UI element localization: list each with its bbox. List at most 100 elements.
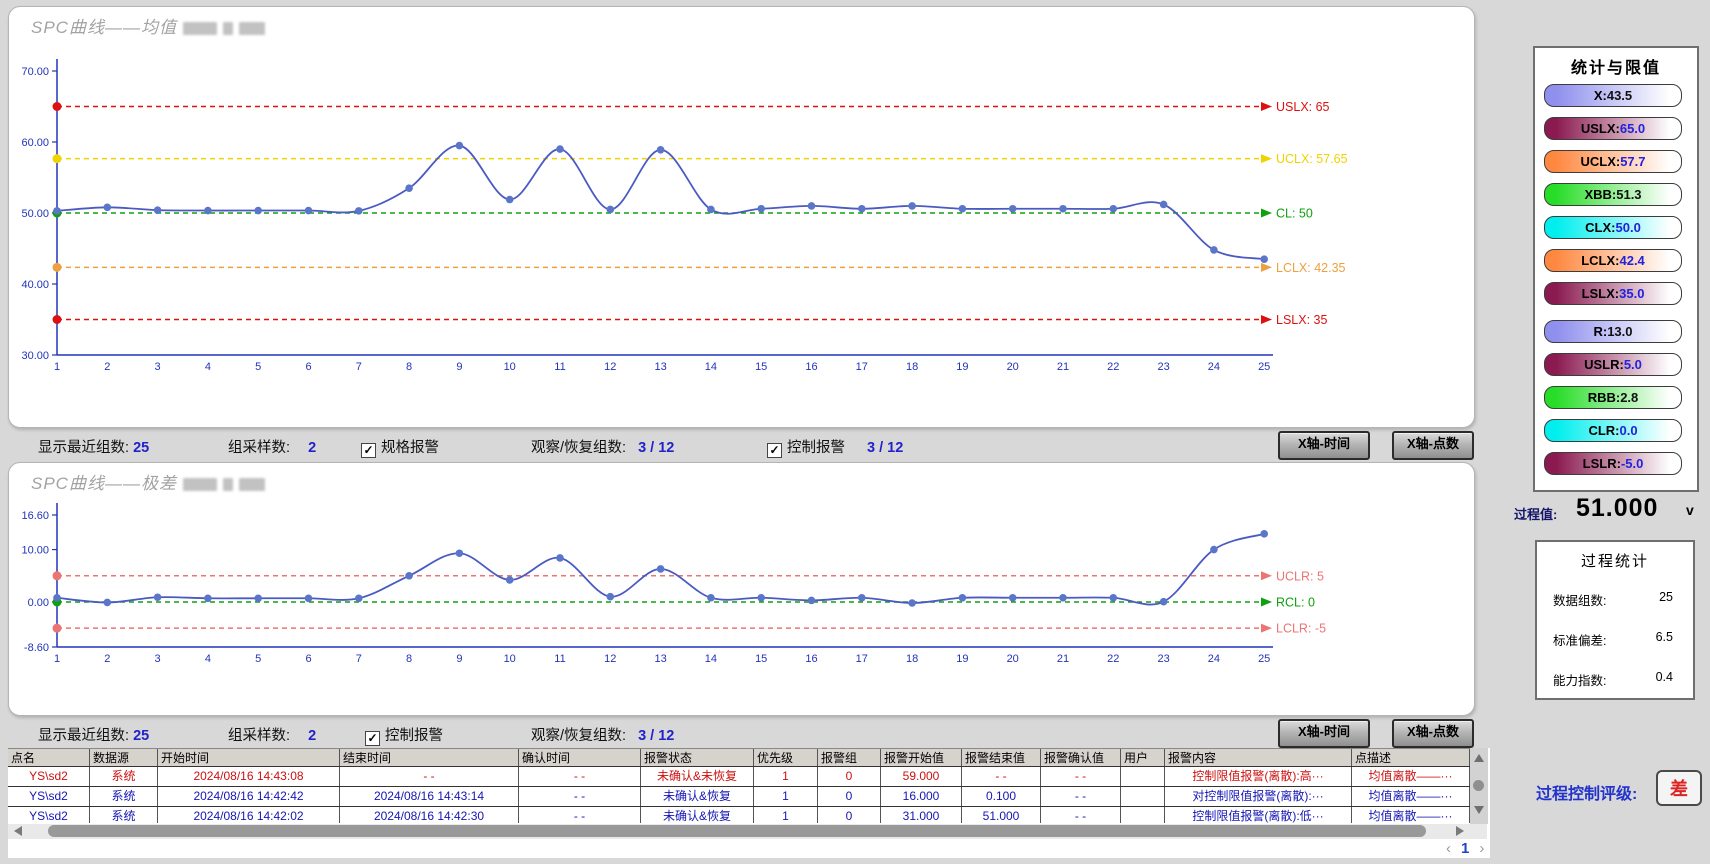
xbar-chart-title-text: SPC曲线——均值 [31, 18, 177, 37]
table-cell: 0 [818, 767, 881, 786]
vertical-scroll-thumb[interactable] [1473, 780, 1484, 791]
xbar-chart-panel: SPC曲线——均值 70.00 60.00 50.00 40.00 30.00 1 2 3 4 5… [8, 6, 1475, 428]
page-next-icon[interactable]: › [1479, 840, 1485, 857]
alarm-table-row[interactable]: YS\sd2 系统 2024/08/16 14:42:02 2024/08/16 14… [8, 807, 1470, 823]
alarm-table-horizontal-scrollbar[interactable] [8, 824, 1487, 839]
table-cell: 31.000 [881, 807, 962, 823]
table-cell: 未确认&未恢复 [641, 767, 754, 786]
control-alarm-value: 3 / 12 [867, 440, 904, 456]
table-cell: 59.000 [881, 767, 962, 786]
redacted-text [222, 478, 233, 492]
svg-text:21: 21 [1057, 653, 1069, 665]
table-cell: - - [519, 787, 641, 806]
svg-text:12: 12 [604, 361, 616, 373]
table-cell: 控制限值报警(离散):高··· [1165, 767, 1352, 786]
alarm-table-row[interactable]: YS\sd2 系统 2024/08/16 14:43:08- -- - 未确认&未恢复… [8, 767, 1470, 787]
stat-bar-value: 51.3 [1616, 187, 1642, 202]
svg-text:70.00: 70.00 [21, 66, 49, 78]
svg-text:8: 8 [406, 361, 412, 373]
control-alarm-checkbox[interactable]: ✓ [365, 731, 380, 746]
current-page-number[interactable]: 1 [1461, 840, 1470, 857]
capability-index-row: 能力指数: 0.4 [1537, 670, 1693, 688]
stat-bar-value: -5.0 [1620, 456, 1644, 471]
stat-bar-clr: CLR:0.0 [1544, 419, 1682, 442]
xaxis-time-button[interactable]: X轴-时间 [1278, 431, 1370, 460]
table-cell: 2024/08/16 14:42:42 [158, 787, 340, 806]
table-cell [1121, 767, 1165, 786]
svg-text:UCLX: 57.65: UCLX: 57.65 [1276, 152, 1348, 166]
table-cell: 16.000 [881, 787, 962, 806]
stat-bar-label: RBB: [1587, 390, 1621, 405]
svg-text:14: 14 [705, 361, 717, 373]
control-alarm-checkbox[interactable]: ✓ [767, 443, 782, 458]
control-alarm-toggle[interactable]: ✓ 控制报警 3 / 12 [767, 436, 903, 458]
table-header-cell: 优先级 [754, 749, 818, 766]
sample-count-label: 组采样数: [228, 728, 291, 744]
svg-text:RCL: 0: RCL: 0 [1276, 595, 1315, 609]
xaxis-points-button[interactable]: X轴-点数 [1392, 719, 1474, 748]
scroll-left-icon[interactable] [14, 826, 22, 836]
recent-groups-value: 25 [133, 728, 150, 744]
stat-bar-label: LSLX: [1581, 286, 1620, 301]
svg-text:14: 14 [705, 653, 717, 665]
table-cell: 均值离散——··· [1352, 787, 1470, 806]
process-value-row: 过程值: 51.000 v [1512, 494, 1710, 528]
svg-text:19: 19 [956, 653, 968, 665]
scroll-right-icon[interactable] [1456, 826, 1464, 836]
svg-text:12: 12 [604, 653, 616, 665]
page-prev-icon[interactable]: ‹ [1446, 840, 1451, 857]
stat-bar-value: 35.0 [1619, 286, 1645, 301]
observe-recover-label: 观察/恢复组数: [531, 728, 627, 744]
xaxis-points-button[interactable]: X轴-点数 [1392, 431, 1474, 460]
svg-text:23: 23 [1157, 653, 1169, 665]
svg-text:3: 3 [155, 653, 161, 665]
svg-text:60.00: 60.00 [21, 137, 49, 149]
table-header-cell: 结束时间 [340, 749, 519, 766]
svg-text:3: 3 [155, 361, 161, 373]
scroll-up-icon[interactable] [1474, 754, 1484, 762]
spec-alarm-toggle[interactable]: ✓ 规格报警 [361, 436, 439, 458]
svg-text:6: 6 [305, 361, 311, 373]
table-cell: 0 [818, 807, 881, 823]
recent-groups-value: 25 [133, 440, 150, 456]
control-alarm-toggle[interactable]: ✓ 控制报警 [365, 724, 443, 746]
table-header-cell: 数据源 [90, 749, 158, 766]
table-cell: 未确认&恢复 [641, 807, 754, 823]
table-header-cell: 开始时间 [158, 749, 340, 766]
svg-text:5: 5 [255, 653, 261, 665]
redacted-text [182, 22, 217, 36]
table-header-cell: 用户 [1121, 749, 1165, 766]
svg-text:20: 20 [1007, 653, 1019, 665]
std-deviation-label: 标准偏差: [1553, 634, 1607, 648]
svg-text:LCLR: -5: LCLR: -5 [1276, 622, 1326, 636]
svg-text:10.00: 10.00 [21, 545, 49, 557]
observe-recover-value: 3 / 12 [638, 440, 675, 456]
svg-text:0.00: 0.00 [28, 597, 49, 609]
xaxis-time-button[interactable]: X轴-时间 [1278, 719, 1370, 748]
horizontal-scroll-thumb[interactable] [48, 825, 1426, 837]
stat-bar-lslr: LSLR:-5.0 [1544, 452, 1682, 475]
stat-bar-value: 42.4 [1619, 253, 1645, 268]
spec-alarm-checkbox[interactable]: ✓ [361, 443, 376, 458]
recent-groups-label: 显示最近组数: [38, 728, 130, 744]
scroll-down-icon[interactable] [1474, 806, 1484, 814]
statistics-limits-panel: 统计与限值 X:43.5 USLX:65.0 UCLX:57.7 XBB:51.3 CL… [1533, 46, 1699, 492]
alarm-table-vertical-scrollbar[interactable] [1470, 748, 1488, 824]
std-deviation-row: 标准偏差: 6.5 [1537, 630, 1693, 648]
table-cell: 对控制限值报警(离散):··· [1165, 787, 1352, 806]
stat-bar-x: X:43.5 [1544, 84, 1682, 107]
svg-text:17: 17 [856, 361, 868, 373]
process-value-label: 过程值: [1514, 507, 1558, 522]
alarm-table: 点名 数据源 开始时间 结束时间 确认时间 报警状态 优先级 报警组 报警开始值 报警结束值 报警确… [8, 748, 1470, 823]
table-cell: - - [519, 767, 641, 786]
table-cell: 均值离散——··· [1352, 807, 1470, 823]
svg-text:17: 17 [856, 653, 868, 665]
svg-text:21: 21 [1057, 361, 1069, 373]
observe-recover-label: 观察/恢复组数: [531, 440, 627, 456]
svg-text:20: 20 [1007, 361, 1019, 373]
table-header-cell: 报警开始值 [881, 749, 962, 766]
alarm-table-row[interactable]: YS\sd2 系统 2024/08/16 14:42:42 2024/08/16 14… [8, 787, 1470, 807]
svg-text:22: 22 [1107, 361, 1119, 373]
redacted-text [238, 22, 265, 36]
stat-bar-value: 13.0 [1607, 324, 1633, 339]
